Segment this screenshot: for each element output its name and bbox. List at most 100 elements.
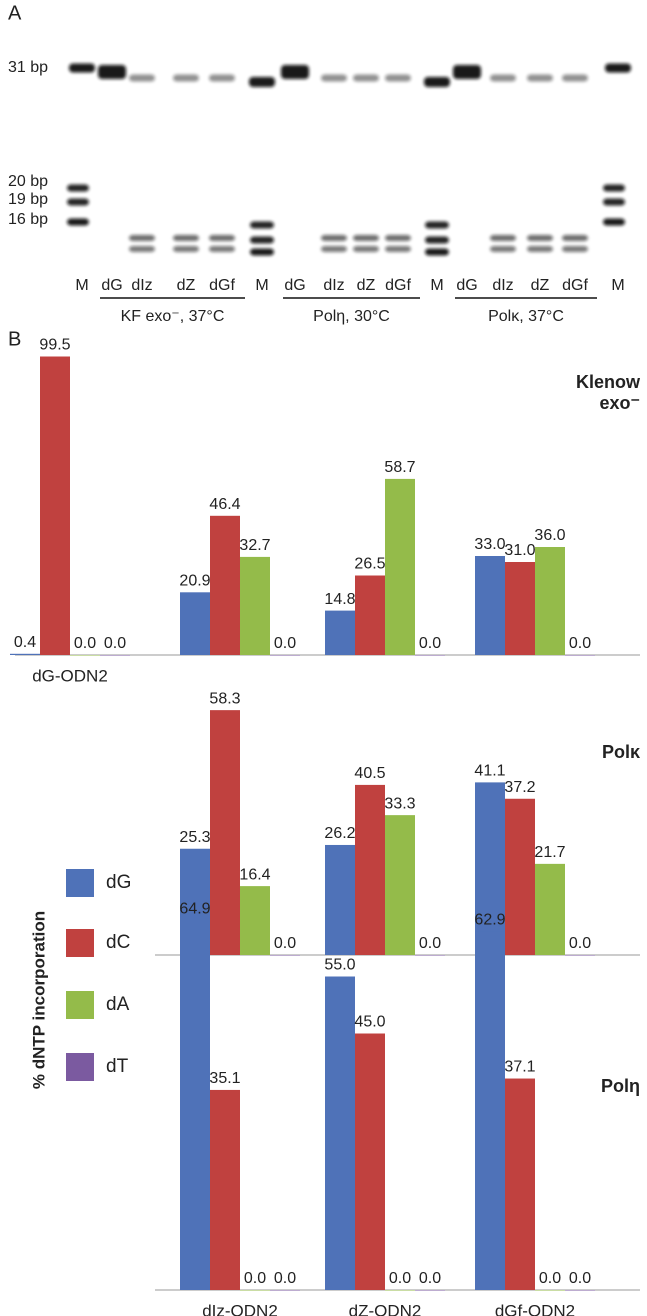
gel-band [321,75,347,82]
legend-swatch [66,1053,94,1081]
value-label: 58.7 [384,459,415,476]
gel-band [453,65,481,79]
value-label: 0.0 [244,1270,266,1287]
figure: A B % dNTP incorporation 31 bp20 bp19 bp… [0,0,647,1316]
bar [565,955,595,956]
x-tick-label: dZ-ODN2 [349,1301,422,1316]
value-label: 36.0 [534,527,565,544]
bar [325,611,355,655]
bar [325,845,355,955]
bar [210,710,240,955]
value-label: 32.7 [239,537,270,554]
legend-swatch [66,991,94,1019]
gel-band [425,222,449,229]
bar [535,864,565,955]
value-label: 64.9 [179,900,210,917]
gel-band [424,77,450,87]
bar [270,655,300,656]
gel-band [249,77,275,87]
bar [240,557,270,655]
value-label: 25.3 [179,829,210,846]
bar [475,782,505,955]
value-label: 0.4 [14,634,36,651]
bar [240,1290,270,1291]
legend-label: dC [106,932,130,953]
value-label: 0.0 [569,935,591,952]
gel-band [527,75,553,82]
value-label: 0.0 [274,1270,296,1287]
value-label: 0.0 [419,635,441,652]
bar [70,655,100,656]
value-label: 26.2 [324,825,355,842]
value-label: 0.0 [539,1270,561,1287]
legend-swatch [66,869,94,897]
bar [210,516,240,655]
lane-label: M [75,277,88,294]
lane-label: dZ [357,277,376,294]
gel-band [129,246,155,252]
panel-label: A [8,2,22,24]
value-label: 0.0 [569,635,591,652]
gel-band [562,246,588,252]
gel-band [173,235,199,241]
bar [355,1034,385,1291]
lane-label: dG [284,277,305,294]
value-label: 55.0 [324,957,355,974]
bar [385,1290,415,1291]
gel-band [250,249,274,256]
legend-swatch [66,929,94,957]
lane-label: M [611,277,624,294]
gel-band [321,246,347,252]
bar [180,920,210,1290]
gel-band [562,75,588,82]
value-label: 37.1 [504,1059,535,1076]
chart-title: Polη [560,1076,640,1097]
bar [385,479,415,655]
value-label: 26.5 [354,556,385,573]
gel-band [353,235,379,241]
bar [100,655,130,656]
gel-band [250,237,274,244]
x-tick-label: dIz-ODN2 [202,1301,278,1316]
value-label: 40.5 [354,765,385,782]
legend-label: dG [106,872,131,893]
panel-label: B [8,328,21,350]
bar [535,547,565,655]
value-label: 0.0 [419,1270,441,1287]
gel-band [353,246,379,252]
value-label: 0.0 [104,635,126,652]
bar [535,1290,565,1291]
lane-label: dIz [323,277,344,294]
size-marker: 31 bp [8,59,48,76]
legend-label: dA [106,994,130,1015]
gel-band [562,235,588,241]
lane-label: M [430,277,443,294]
lane-label: dZ [177,277,196,294]
gel-band [321,235,347,241]
bar [505,1079,535,1290]
gel-image [67,64,631,256]
x-tick-label: dG-ODN2 [32,666,108,685]
value-label: 0.0 [389,1270,411,1287]
value-label: 58.3 [209,690,240,707]
gel-band [67,185,89,192]
gel-band [209,75,235,82]
gel-band [603,185,625,192]
bar [270,1290,300,1291]
gel-band [173,246,199,252]
value-label: 33.3 [384,795,415,812]
gel-band [129,235,155,241]
value-label: 35.1 [209,1070,240,1087]
bar [415,655,445,656]
gel-band [209,246,235,252]
gel-band [385,75,411,82]
lane-label: dZ [531,277,550,294]
value-label: 0.0 [419,935,441,952]
gel-band [425,237,449,244]
bar [10,654,40,655]
gel-band [603,199,625,206]
value-label: 33.0 [474,536,505,553]
bar [325,977,355,1291]
gel-band [281,65,309,79]
size-marker: 20 bp [8,173,48,190]
